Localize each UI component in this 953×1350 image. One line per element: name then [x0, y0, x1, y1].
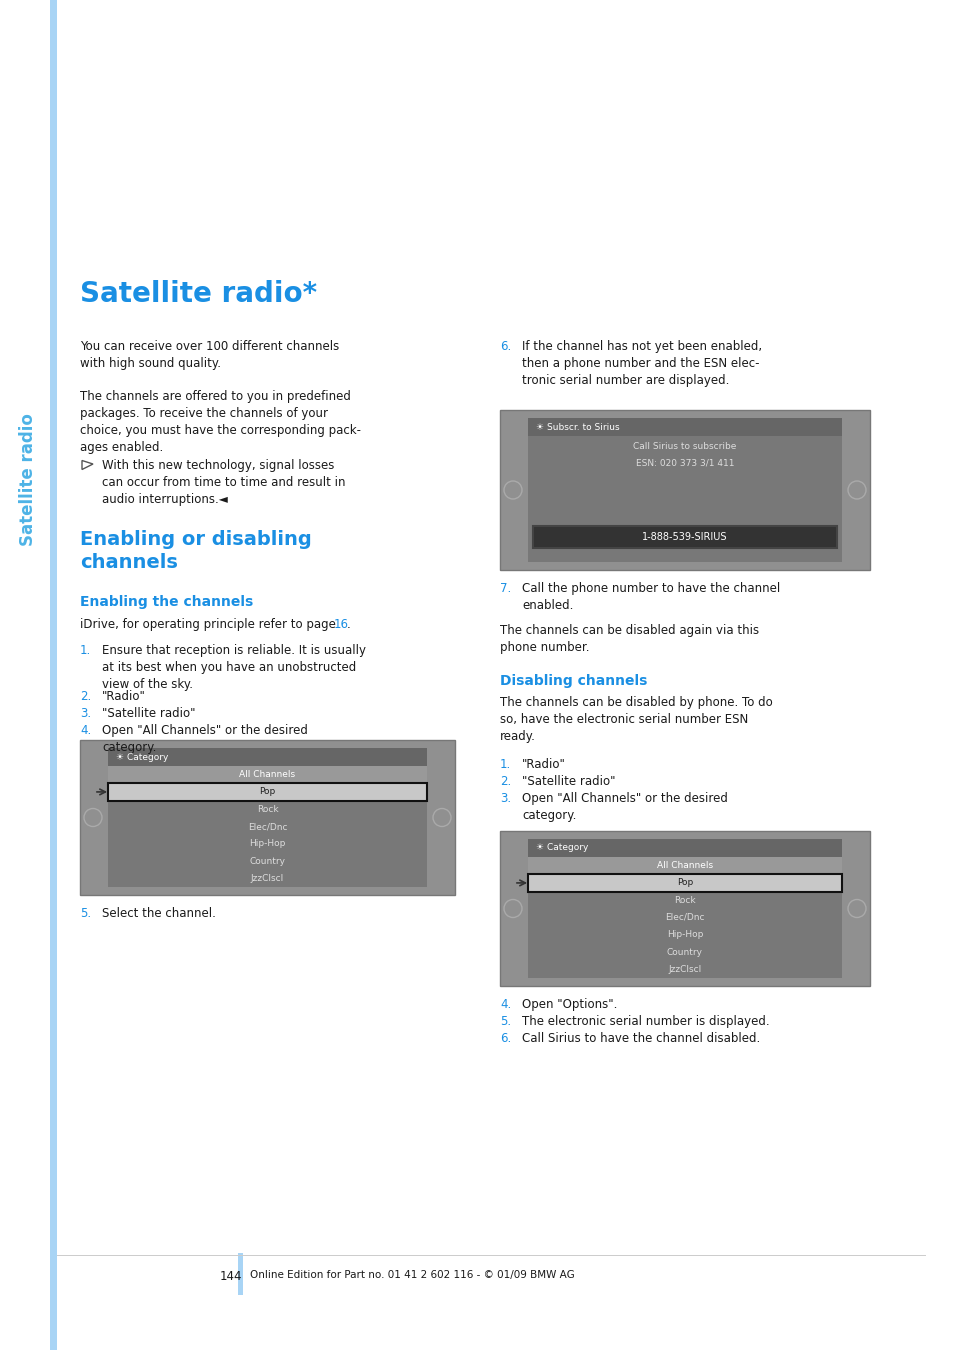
Text: 7.: 7. [499, 582, 511, 595]
Bar [527, 418, 841, 436]
Text: 1-888-539-SIRIUS: 1-888-539-SIRIUS [641, 532, 727, 541]
Text: Pop: Pop [677, 879, 693, 887]
Text: .: . [347, 618, 351, 630]
Text: Online Edition for Part no. 01 41 2 602 116 - © 01/09 BMW AG: Online Edition for Part no. 01 41 2 602 … [250, 1270, 574, 1280]
Bar [499, 410, 869, 570]
Text: 3.: 3. [80, 707, 91, 720]
Text: "Radio": "Radio" [521, 757, 565, 771]
Text: Hip-Hop: Hip-Hop [249, 840, 285, 848]
Text: 6.: 6. [499, 340, 511, 352]
Text: 6.: 6. [499, 1031, 511, 1045]
Bar [527, 838, 841, 857]
Bar [108, 748, 427, 765]
Text: 2.: 2. [80, 690, 91, 703]
Text: You can receive over 100 different channels
with high sound quality.: You can receive over 100 different chann… [80, 340, 339, 370]
Text: The electronic serial number is displayed.: The electronic serial number is displaye… [521, 1015, 769, 1027]
Text: "Satellite radio": "Satellite radio" [521, 775, 615, 788]
Text: "Radio": "Radio" [102, 690, 146, 703]
Text: 1.: 1. [499, 757, 511, 771]
Text: Enabling or disabling
channels: Enabling or disabling channels [80, 531, 312, 572]
Text: iDrive, for operating principle refer to page: iDrive, for operating principle refer to… [80, 618, 339, 630]
Text: 5.: 5. [80, 907, 91, 919]
Text: The channels can be disabled again via this
phone number.: The channels can be disabled again via t… [499, 624, 759, 653]
Text: Enabling the channels: Enabling the channels [80, 595, 253, 609]
Text: Call Sirius to subscribe: Call Sirius to subscribe [633, 441, 736, 451]
Text: All Channels: All Channels [657, 861, 712, 871]
Text: ☀ Category: ☀ Category [116, 752, 168, 761]
Text: Disabling channels: Disabling channels [499, 674, 647, 688]
Bar [108, 748, 427, 887]
Text: 2.: 2. [499, 775, 511, 788]
Text: Elec/Dnc: Elec/Dnc [664, 913, 704, 922]
Text: Rock: Rock [256, 805, 278, 814]
Text: 4.: 4. [499, 998, 511, 1011]
Bar [108, 783, 427, 801]
Text: 3.: 3. [499, 792, 511, 805]
Bar [527, 875, 841, 891]
Text: 5.: 5. [499, 1015, 511, 1027]
Text: Ensure that reception is reliable. It is usually
at its best when you have an un: Ensure that reception is reliable. It is… [102, 644, 366, 691]
Bar [527, 838, 841, 977]
Bar [50, 0, 57, 1350]
Text: Rock: Rock [674, 895, 695, 905]
Text: JzzClscl: JzzClscl [668, 965, 700, 973]
Text: Elec/Dnc: Elec/Dnc [248, 822, 287, 832]
Text: Hip-Hop: Hip-Hop [666, 930, 702, 940]
Text: Open "All Channels" or the desired
category.: Open "All Channels" or the desired categ… [102, 724, 308, 755]
Bar [499, 832, 869, 986]
Text: Open "All Channels" or the desired
category.: Open "All Channels" or the desired categ… [521, 792, 727, 822]
Text: Country: Country [250, 856, 285, 865]
Bar [80, 740, 455, 895]
Text: Pop: Pop [259, 787, 275, 796]
Text: 16: 16 [334, 618, 349, 630]
Text: Select the channel.: Select the channel. [102, 907, 215, 919]
Text: The channels are offered to you in predefined
packages. To receive the channels : The channels are offered to you in prede… [80, 390, 360, 454]
Text: ESN: 020 373 3/1 411: ESN: 020 373 3/1 411 [635, 458, 734, 467]
Bar [108, 765, 427, 783]
Text: ☀ Category: ☀ Category [536, 844, 588, 852]
Text: Open "Options".: Open "Options". [521, 998, 617, 1011]
Text: Satellite radio*: Satellite radio* [80, 279, 316, 308]
Text: 1.: 1. [80, 644, 91, 657]
Text: JzzClscl: JzzClscl [251, 873, 284, 883]
Text: All Channels: All Channels [239, 769, 295, 779]
Text: "Satellite radio": "Satellite radio" [102, 707, 195, 720]
Text: ☀ Subscr. to Sirius: ☀ Subscr. to Sirius [536, 423, 619, 432]
Text: The channels can be disabled by phone. To do
so, have the electronic serial numb: The channels can be disabled by phone. T… [499, 697, 772, 743]
Bar [533, 526, 836, 548]
Bar [527, 418, 841, 562]
Text: Country: Country [666, 948, 702, 957]
Text: 144: 144 [220, 1270, 242, 1282]
Text: 4.: 4. [80, 724, 91, 737]
Text: If the channel has not yet been enabled,
then a phone number and the ESN elec-
t: If the channel has not yet been enabled,… [521, 340, 761, 387]
Bar [237, 1253, 243, 1295]
Text: Satellite radio: Satellite radio [19, 413, 37, 547]
Text: Call the phone number to have the channel
enabled.: Call the phone number to have the channe… [521, 582, 780, 612]
Text: Call Sirius to have the channel disabled.: Call Sirius to have the channel disabled… [521, 1031, 760, 1045]
Text: With this new technology, signal losses
can occur from time to time and result i: With this new technology, signal losses … [102, 459, 345, 506]
Bar [527, 857, 841, 875]
